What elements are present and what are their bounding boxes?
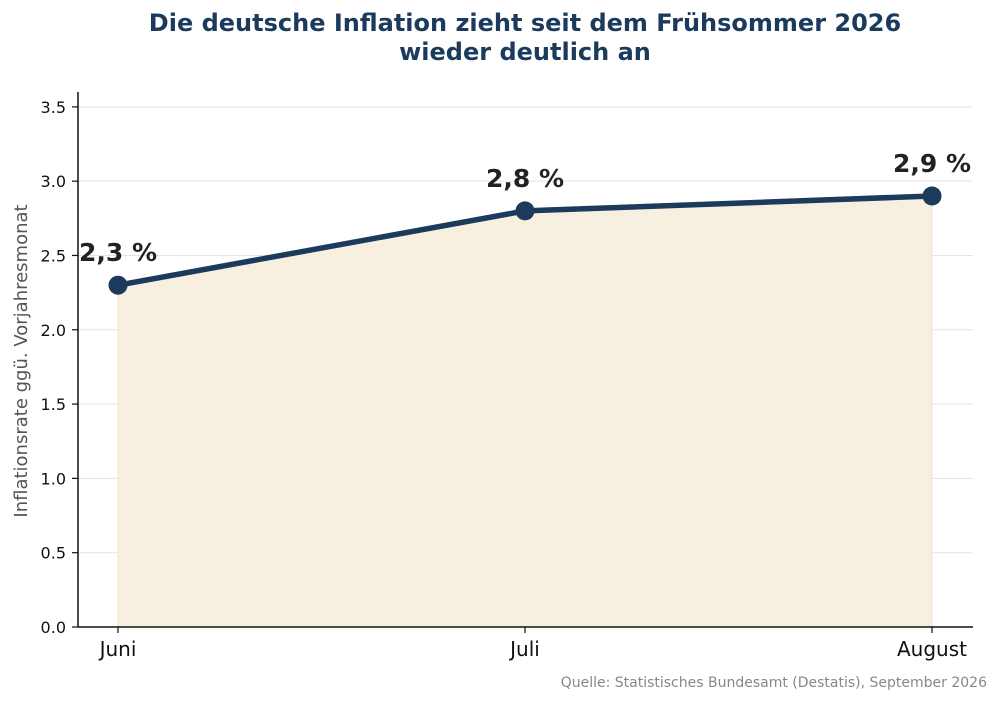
data-label: 2,8 % [486,164,564,193]
y-tick-label: 0.5 [41,544,66,563]
data-point [515,201,535,221]
x-tick-labels: Juni Juli August [98,637,968,661]
source-note: Quelle: Statistisches Bundesamt (Destati… [561,675,987,691]
y-tick-label: 0.0 [41,618,66,637]
data-point [922,186,942,206]
x-tick-label: Juli [508,637,540,661]
data-labels: 2,3 % 2,8 % 2,9 % [79,149,971,267]
y-tick-label: 1.5 [41,395,66,414]
chart-title-line-2: wieder deutlich an [399,38,651,66]
data-label: 2,9 % [893,149,971,178]
chart-title-line-1: Die deutsche Inflation zieht seit dem Fr… [149,9,901,37]
y-axis-label: Inflationsrate ggü. Vorjahresmonat [11,204,32,517]
y-tick-labels: 0.0 0.5 1.0 1.5 2.0 2.5 3.0 3.5 [41,98,66,637]
y-tick-label: 2.0 [41,321,66,340]
y-tick-label: 3.5 [41,98,66,117]
axes [72,92,973,633]
y-tick-label: 2.5 [41,246,66,265]
data-label: 2,3 % [79,238,157,267]
data-points [108,186,942,295]
data-point [108,275,128,295]
y-tick-label: 1.0 [41,469,66,488]
x-tick-label: August [897,637,967,661]
y-tick-label: 3.0 [41,172,66,191]
x-tick-label: Juni [98,637,137,661]
